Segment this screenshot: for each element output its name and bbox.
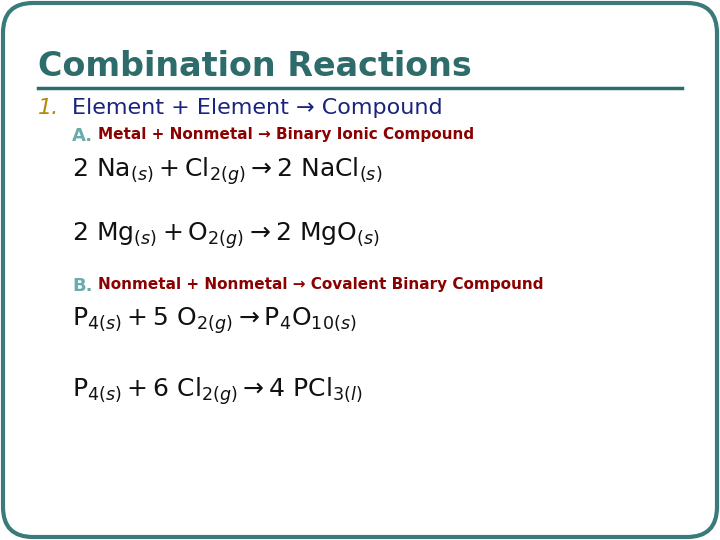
Text: $\mathrm{P}_{4(s)}+5\ \mathrm{O}_{2(g)}\rightarrow\mathrm{P}_{4}\mathrm{O}_{10(s: $\mathrm{P}_{4(s)}+5\ \mathrm{O}_{2(g)}\… [72, 305, 356, 336]
Text: 1.: 1. [38, 98, 59, 118]
FancyBboxPatch shape [3, 3, 717, 537]
Text: $\mathrm{P}_{4(s)}+6\ \mathrm{Cl}_{2(g)}\rightarrow 4\ \mathrm{PCl}_{3(l)}$: $\mathrm{P}_{4(s)}+6\ \mathrm{Cl}_{2(g)}… [72, 375, 362, 407]
Text: Metal + Nonmetal → Binary Ionic Compound: Metal + Nonmetal → Binary Ionic Compound [98, 127, 474, 142]
Text: A.: A. [72, 127, 93, 145]
Text: Nonmetal + Nonmetal → Covalent Binary Compound: Nonmetal + Nonmetal → Covalent Binary Co… [98, 277, 544, 292]
Text: B.: B. [72, 277, 92, 295]
Text: Element + Element → Compound: Element + Element → Compound [72, 98, 443, 118]
Text: $2\ \mathrm{Na}_{(s)}+\mathrm{Cl}_{2(g)}\rightarrow 2\ \mathrm{NaCl}_{(s)}$: $2\ \mathrm{Na}_{(s)}+\mathrm{Cl}_{2(g)}… [72, 155, 382, 187]
Text: Combination Reactions: Combination Reactions [38, 50, 472, 83]
Text: $2\ \mathrm{Mg}_{(s)}+\mathrm{O}_{2(g)}\rightarrow 2\ \mathrm{MgO}_{(s)}$: $2\ \mathrm{Mg}_{(s)}+\mathrm{O}_{2(g)}\… [72, 220, 379, 251]
